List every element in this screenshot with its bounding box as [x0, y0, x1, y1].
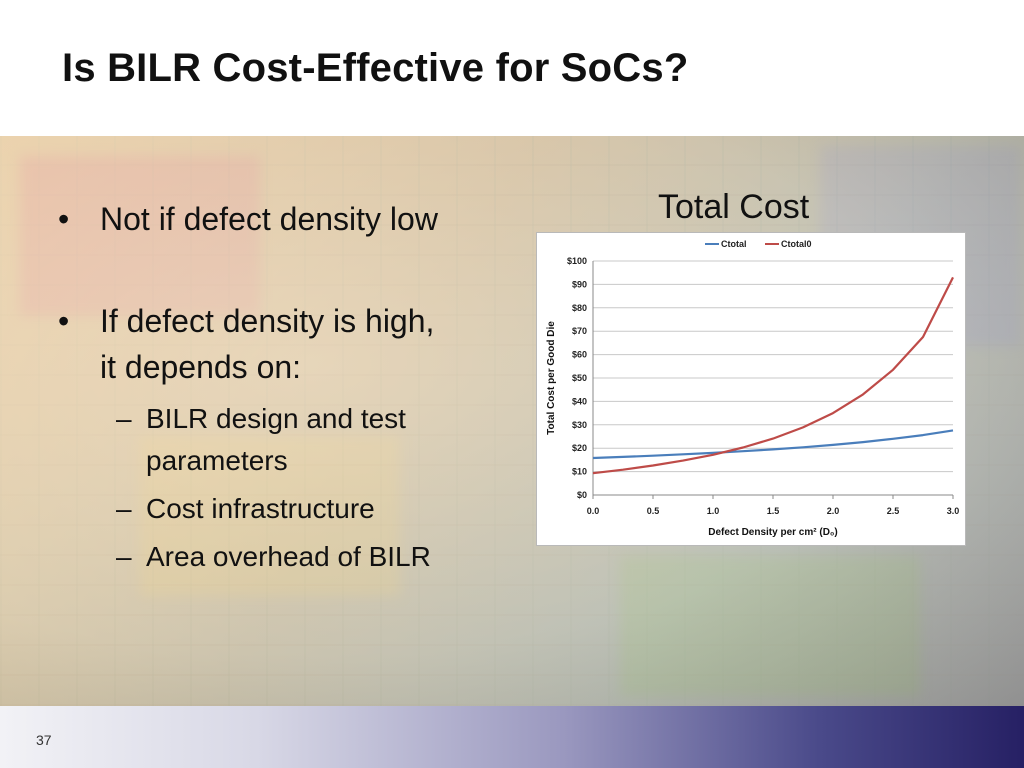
y-tick-label: $30: [572, 420, 587, 430]
x-axis-label: Defect Density per cm² (D₀): [708, 527, 838, 538]
y-tick-label: $100: [567, 256, 587, 266]
subbullet-item: – Area overhead of BILR: [116, 541, 431, 572]
y-tick-label: $10: [572, 467, 587, 477]
chart-caption: Total Cost: [658, 188, 810, 226]
y-tick-label: $70: [572, 326, 587, 336]
slide-title: Is BILR Cost-Effective for SoCs?: [62, 46, 689, 90]
page-number: 37: [36, 732, 52, 748]
bullet-text: Not if defect density low: [100, 201, 438, 237]
y-tick-label: $60: [572, 350, 587, 360]
x-tick-label: 1.0: [707, 506, 720, 516]
subbullet-text: BILR design and test: [146, 403, 406, 434]
y-tick-label: $40: [572, 396, 587, 406]
legend-label: Ctotal0: [781, 239, 812, 249]
bullet-item: • Not if defect density low: [58, 196, 438, 242]
bullet-text-line: it depends on:: [100, 349, 302, 385]
chart-container: $0 $10 $20 $30 $40 $50 $60 $70 $80 $90 $100 0.0 0.5 1…: [536, 232, 966, 546]
series-line-ctotal: [592, 429, 954, 460]
y-tick-label: $80: [572, 303, 587, 313]
subbullet-text: Area overhead of BILR: [146, 541, 431, 572]
legend-label: Ctotal: [721, 239, 747, 249]
y-tick-label: $90: [572, 279, 587, 289]
x-tick-label: 0.0: [587, 506, 600, 516]
x-tick-label: 1.5: [767, 506, 780, 516]
y-tick-label: $50: [572, 373, 587, 383]
x-tick-label: 3.0: [947, 506, 960, 516]
subbullet-item: – Cost infrastructure: [116, 493, 375, 524]
series-line-ctotal0: [592, 276, 954, 475]
x-tick-label: 2.0: [827, 506, 840, 516]
subbullet-text: parameters: [146, 445, 288, 476]
y-tick-label: $20: [572, 443, 587, 453]
subbullet-item: – BILR design and test parameters: [116, 403, 406, 476]
line-chart: $0 $10 $20 $30 $40 $50 $60 $70 $80 $90 $100 0.0 0.5 1…: [546, 239, 960, 538]
x-tick-label: 0.5: [647, 506, 660, 516]
bullet-item: • If defect density is high, it depends …: [58, 298, 434, 390]
subbullet-text: Cost infrastructure: [146, 493, 375, 524]
footer-bar: [0, 706, 1024, 768]
x-tick-label: 2.5: [887, 506, 900, 516]
bullet-text-line: If defect density is high,: [100, 303, 435, 339]
y-axis-label: Total Cost per Good Die: [546, 321, 557, 435]
y-tick-label: $0: [577, 490, 587, 500]
